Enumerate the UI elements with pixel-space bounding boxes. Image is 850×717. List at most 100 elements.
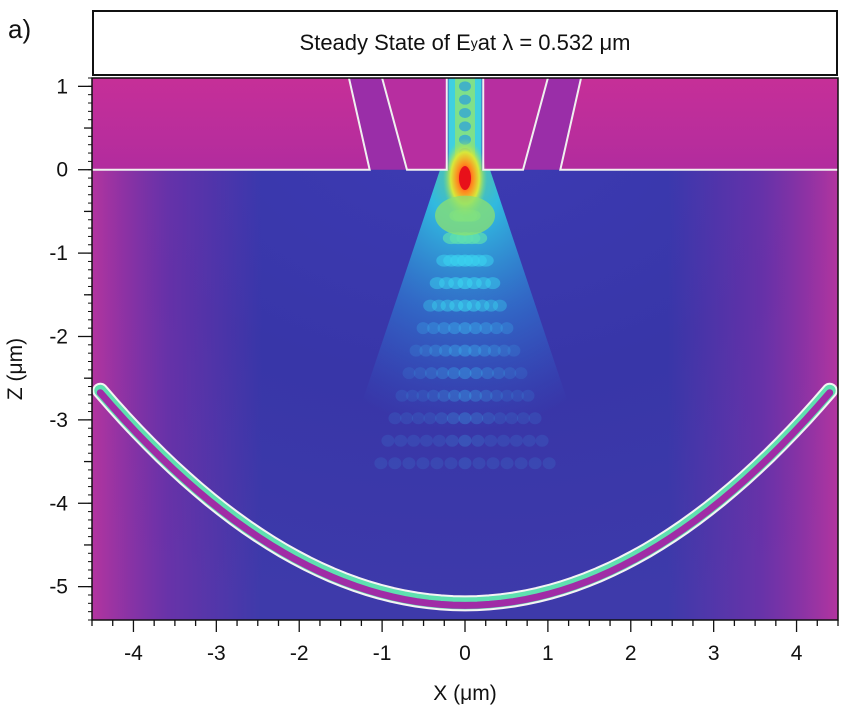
field-lobe [497,344,511,357]
field-lobe [416,389,430,402]
field-lobe [535,434,549,447]
field-lobe [476,277,492,290]
x-tick-label: 0 [459,642,471,665]
field-lobe [468,389,482,402]
field-lobe [419,434,433,447]
field-lobe [438,344,452,357]
field-lobe [479,389,493,402]
field-lobe [468,322,482,335]
chart-title-suffix: at λ = 0.532 μm [477,30,631,55]
field-lobe [509,434,523,447]
field-lobe [458,389,472,402]
field-lobe [394,434,408,447]
x-tick-label: 4 [791,642,803,665]
x-tick-label: 3 [708,642,720,665]
field-lobe [413,367,427,380]
field-lobe [492,299,507,312]
field-lobe [492,367,506,380]
field-lobe [458,412,472,425]
y-tick-label: -3 [49,409,68,432]
field-lobe [447,367,461,380]
field-lobe [424,367,438,380]
field-lobe [500,389,514,402]
field-lobe [436,367,450,380]
slit-node [459,81,471,92]
field-lobe [388,457,402,470]
field-lobe [445,434,459,447]
field-lobe [400,412,414,425]
y-tick-label: -1 [49,242,68,265]
mirror-body [96,389,834,609]
groove-left [348,78,407,170]
field-lobe [528,457,542,470]
field-lobe [458,434,472,447]
field-lobe [448,344,462,357]
field-lobe [487,344,501,357]
field-lobe [497,434,511,447]
slab-right [560,78,838,170]
chart-title-prefix: Steady State of E [299,30,471,55]
field-lobe [429,344,443,357]
field-lobe [423,412,437,425]
field-lobe [446,412,460,425]
field-lobe [484,299,499,312]
field-lobe [475,299,490,312]
field-left-glow [92,169,262,620]
field-lobe [472,457,486,470]
x-axis-title: X (μm) [433,682,496,705]
field-lobe [427,389,441,402]
field-lobe [406,389,420,402]
field-lobe [448,322,462,335]
field-lobe [458,322,472,335]
field-lobe [411,412,425,425]
field-lobe [427,322,441,335]
field-lobe [514,457,528,470]
field-lobe [416,322,430,335]
plot-area [92,78,838,620]
field-lobe [484,434,498,447]
field-lobe [381,434,395,447]
x-tick-label: 2 [625,642,637,665]
field-lobe [507,344,521,357]
field-lobe [444,457,458,470]
field-lobe [528,412,542,425]
field-lobe [468,344,482,357]
x-tick-label: 1 [542,642,554,665]
groove-right [523,78,582,170]
field-lobe [471,434,485,447]
field-lobe [448,389,462,402]
x-tick-label: -4 [124,642,143,665]
field-lobe [458,367,472,380]
field-lobe [478,344,492,357]
y-axis: 1 0 -1 -2 -3 -4 -5 [49,75,92,621]
x-axis: -4 -3 -2 -1 0 1 2 3 4 [91,620,839,665]
field-lobe [510,389,524,402]
field-lobe [542,457,556,470]
field-lobe [435,412,449,425]
slit-node [459,108,471,119]
field-lobe [437,322,451,335]
x-tick-label: -2 [290,642,309,665]
panel-label: a) [8,14,32,44]
y-axis-title: Z (μm) [4,338,27,400]
slit-node [459,94,471,105]
field-lobe [407,434,421,447]
field-lobe [409,344,423,357]
field-lobe [500,457,514,470]
field-lobe [486,457,500,470]
field-lobe [500,322,514,335]
x-tick-label: -3 [207,642,226,665]
field-lobe [521,389,535,402]
y-tick-label: 0 [56,159,68,182]
field-lobe [522,434,536,447]
chart-title-subscript: y [470,35,478,51]
field-lobe [437,389,451,402]
slit-node [459,121,471,132]
field-lobe [477,254,494,267]
y-tick-label: -5 [49,576,68,599]
field-lobe [516,412,530,425]
field-lobe [514,367,528,380]
field-lobe [485,277,501,290]
field-lobe [395,389,409,402]
